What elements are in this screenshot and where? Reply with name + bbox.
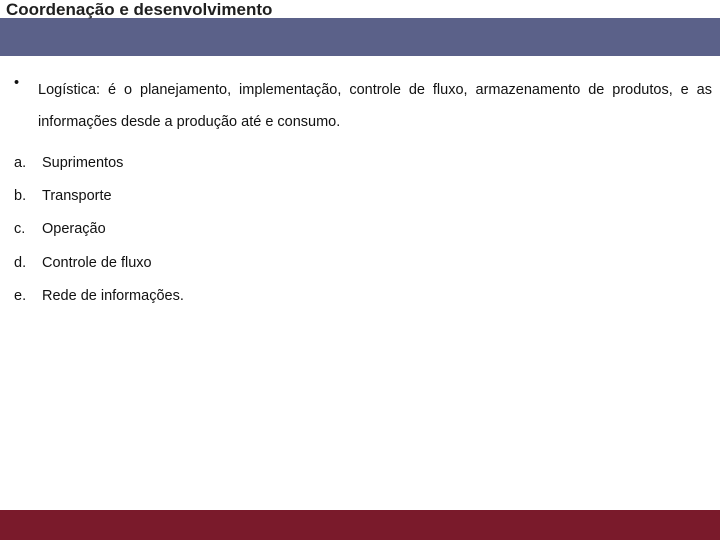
list-item: e. Rede de informações.: [12, 280, 712, 313]
list-text: Controle de fluxo: [42, 247, 712, 280]
list-text: Suprimentos: [42, 147, 712, 180]
list-text: Operação: [42, 213, 712, 246]
page-title: Coordenação e desenvolvimento: [6, 0, 272, 20]
list-letter: a.: [12, 147, 42, 180]
list-text: Rede de informações.: [42, 280, 712, 313]
list-letter: b.: [12, 180, 42, 213]
bullet-item: • Logística: é o planejamento, implement…: [12, 75, 712, 139]
list-text: Transporte: [42, 180, 712, 213]
list-item: b. Transporte: [12, 180, 712, 213]
list-letter: d.: [12, 247, 42, 280]
bullet-marker: •: [12, 75, 38, 91]
header-band: [0, 18, 720, 56]
list-item: d. Controle de fluxo: [12, 247, 712, 280]
list-letter: c.: [12, 213, 42, 246]
list-item: c. Operação: [12, 213, 712, 246]
slide: Coordenação e desenvolvimento • Logístic…: [0, 0, 720, 540]
footer-band: [0, 510, 720, 540]
content-area: • Logística: é o planejamento, implement…: [12, 75, 712, 314]
list-item: a. Suprimentos: [12, 147, 712, 180]
ordered-list: a. Suprimentos b. Transporte c. Operação…: [12, 147, 712, 314]
bullet-text: Logística: é o planejamento, implementaç…: [38, 75, 712, 139]
list-letter: e.: [12, 280, 42, 313]
